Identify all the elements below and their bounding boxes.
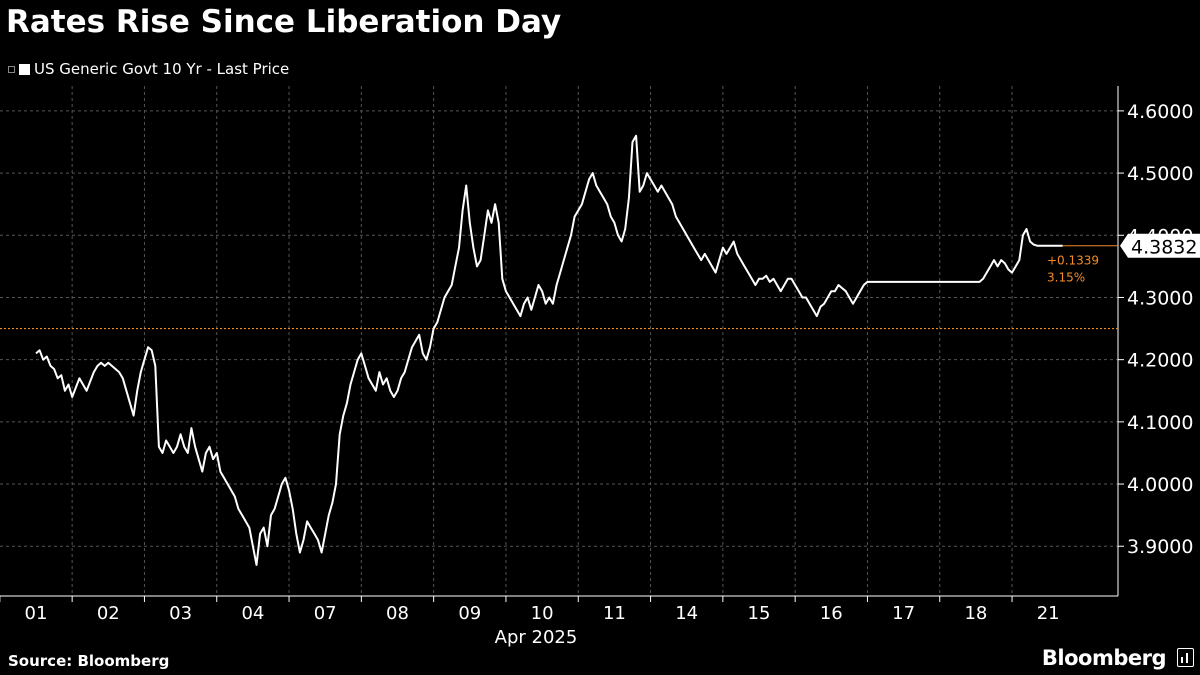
y-tick-label: 4.6000 xyxy=(1127,101,1193,123)
x-tick-label: 18 xyxy=(964,603,987,624)
y-tick-label: 4.2000 xyxy=(1127,350,1193,372)
x-tick-label: 02 xyxy=(97,603,120,624)
last-value-label: 4.3832 xyxy=(1131,237,1197,259)
y-tick-label: 3.9000 xyxy=(1127,536,1193,558)
x-tick-label: 11 xyxy=(603,603,626,624)
x-tick-label: 15 xyxy=(748,603,771,624)
x-tick-label: 10 xyxy=(531,603,554,624)
x-tick-label: 01 xyxy=(25,603,48,624)
legend-toggle-icon[interactable] xyxy=(8,65,15,73)
x-tick-label: 07 xyxy=(314,603,337,624)
change-abs-label: +0.1339 xyxy=(1047,254,1099,268)
x-tick-label: 16 xyxy=(820,603,843,624)
x-tick-label: 04 xyxy=(241,603,264,624)
source-note: Source: Bloomberg xyxy=(8,652,170,670)
y-tick-label: 4.0000 xyxy=(1127,474,1193,496)
legend-label: US Generic Govt 10 Yr - Last Price xyxy=(34,60,290,78)
y-tick-label: 4.3000 xyxy=(1127,287,1193,309)
change-pct-label: 3.15% xyxy=(1047,271,1085,285)
legend: US Generic Govt 10 Yr - Last Price xyxy=(8,60,289,78)
bloomberg-chart-icon xyxy=(1177,648,1194,667)
y-tick-label: 4.5000 xyxy=(1127,163,1193,185)
legend-swatch xyxy=(19,63,30,75)
x-tick-label: 08 xyxy=(386,603,409,624)
last-value-box xyxy=(1120,233,1200,258)
chart-title: Rates Rise Since Liberation Day xyxy=(6,4,562,40)
x-tick-label: 09 xyxy=(458,603,481,624)
x-axis-label: Apr 2025 xyxy=(495,627,578,648)
y-tick-label: 4.1000 xyxy=(1127,412,1193,434)
x-tick-label: 17 xyxy=(892,603,915,624)
x-tick-label: 21 xyxy=(1037,603,1060,624)
x-tick-label: 14 xyxy=(675,603,698,624)
x-tick-label: 03 xyxy=(169,603,192,624)
brand-logo: Bloomberg xyxy=(1041,646,1167,670)
series-line xyxy=(35,134,1063,566)
